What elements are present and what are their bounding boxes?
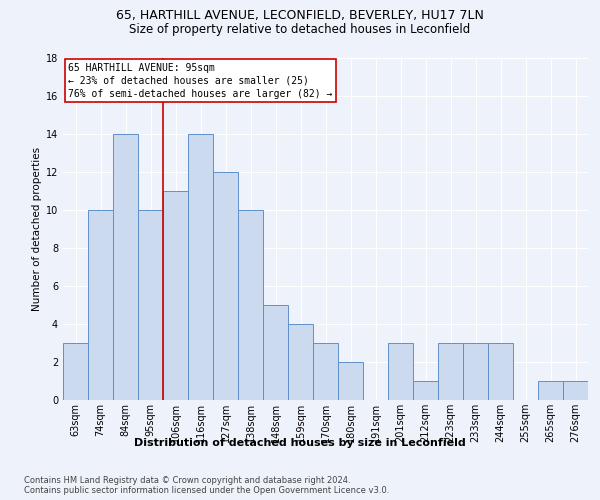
Text: 65 HARTHILL AVENUE: 95sqm
← 23% of detached houses are smaller (25)
76% of semi-: 65 HARTHILL AVENUE: 95sqm ← 23% of detac… [68, 62, 332, 99]
Text: Contains public sector information licensed under the Open Government Licence v3: Contains public sector information licen… [24, 486, 389, 495]
Text: Contains HM Land Registry data © Crown copyright and database right 2024.: Contains HM Land Registry data © Crown c… [24, 476, 350, 485]
Bar [238, 210, 263, 400]
Bar [63, 343, 88, 400]
Text: Distribution of detached houses by size in Leconfield: Distribution of detached houses by size … [134, 438, 466, 448]
Bar [388, 343, 413, 400]
Bar [338, 362, 363, 400]
Y-axis label: Number of detached properties: Number of detached properties [32, 146, 41, 311]
Bar [163, 190, 188, 400]
Bar [188, 134, 213, 400]
Bar [263, 305, 288, 400]
Bar [438, 343, 463, 400]
Text: Size of property relative to detached houses in Leconfield: Size of property relative to detached ho… [130, 22, 470, 36]
Text: 65, HARTHILL AVENUE, LECONFIELD, BEVERLEY, HU17 7LN: 65, HARTHILL AVENUE, LECONFIELD, BEVERLE… [116, 9, 484, 22]
Bar [88, 210, 113, 400]
Bar [488, 343, 513, 400]
Bar [563, 381, 588, 400]
Bar [313, 343, 338, 400]
Bar [463, 343, 488, 400]
Bar [113, 134, 138, 400]
Bar [213, 172, 238, 400]
Bar [413, 381, 438, 400]
Bar [288, 324, 313, 400]
Bar [538, 381, 563, 400]
Bar [138, 210, 163, 400]
